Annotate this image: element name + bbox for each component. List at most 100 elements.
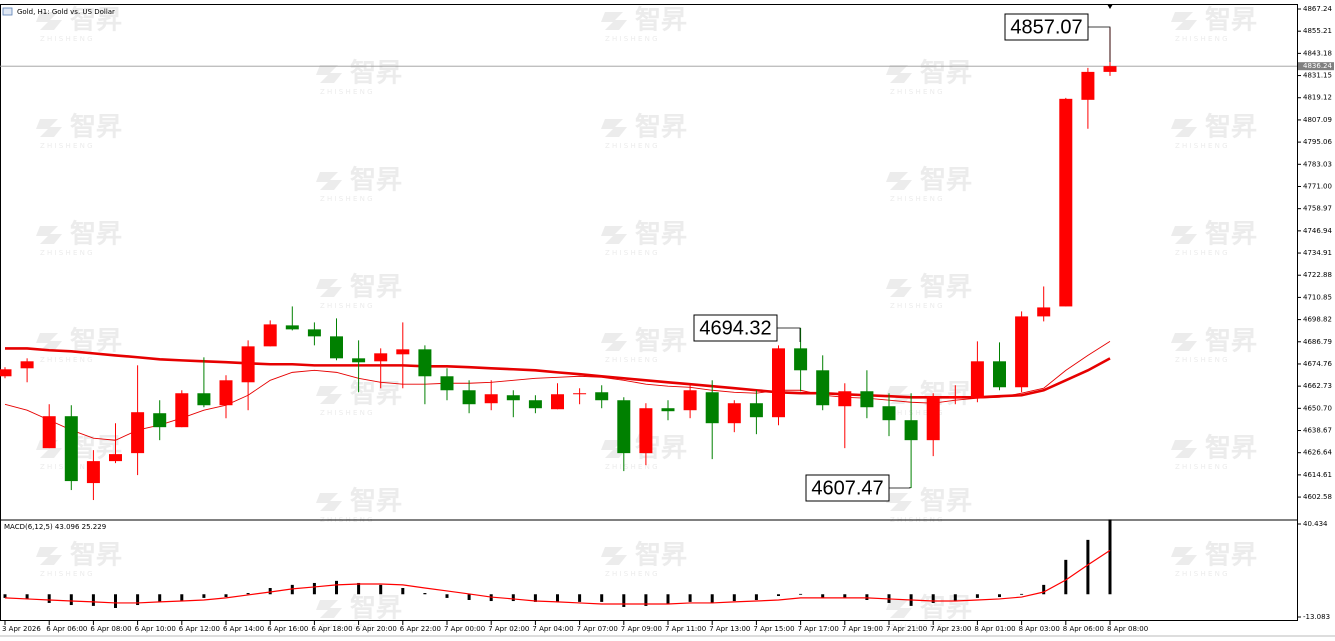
candle-body [418,349,432,377]
y-tick-label: 4674.76 [1303,360,1332,368]
x-tick-label: 8 Apr 08:00 [1107,625,1148,633]
watermark-logo: 智昇 [635,6,687,36]
x-tick-label: 3 Apr 2026 [2,625,41,633]
watermark-icon [1171,226,1197,244]
candle-body [727,403,741,424]
chart-title: Gold, H1: Gold vs. US Dollar [17,8,115,16]
histogram-bar [290,584,294,595]
watermark-icon [1171,547,1197,565]
candle-body [595,392,609,401]
histogram-bar [489,594,493,602]
candle-body [573,393,587,395]
histogram-bar [1064,559,1068,595]
histogram-bar [1042,584,1046,595]
annotation-box [1004,13,1089,41]
annotation-label: 4607.47 [811,477,883,499]
watermark-logo: 智昇 [920,594,972,624]
histogram-bar [998,594,1001,598]
candle-body [153,413,167,428]
histogram-bar [25,594,29,599]
candle-body [816,370,830,406]
y-tick-label: 40.434 [1303,520,1328,528]
candle-body [42,416,56,449]
x-tick-label: 8 Apr 06:00 [1063,625,1104,633]
histogram-bar [69,594,73,606]
watermark-icon [601,226,627,244]
candle-body [661,408,675,412]
watermark-icon [886,386,912,404]
candle-body [197,393,211,406]
candle-body [904,420,918,441]
watermark-icon [886,600,912,618]
y-tick-label: 4831.15 [1303,72,1332,80]
x-tick-label: 7 Apr 00:00 [444,625,485,633]
x-tick-label: 7 Apr 21:00 [886,625,927,633]
histogram-bar [47,594,51,603]
candle-body [639,408,653,454]
moving-average [4,341,1111,441]
histogram-bar [445,594,449,598]
histogram-bar [710,594,714,603]
histogram-bar [180,594,184,602]
watermark-tagline: Z H I S H E N G [890,409,943,417]
annotation-leader [777,327,801,342]
histogram-bar [799,593,803,595]
watermark-logo: 智昇 [920,166,972,196]
current-price-box [1298,62,1334,71]
watermark-tagline: Z H I S H E N G [605,570,658,578]
watermark-tagline: Z H I S H E N G [40,570,93,578]
watermark-logo: 智昇 [70,220,122,250]
histogram-bar [666,594,670,604]
watermark-tagline: Z H I S H E N G [320,302,373,310]
y-tick-label: 4771.00 [1303,182,1332,190]
histogram-bar [754,594,758,600]
x-tick-label: 6 Apr 08:00 [90,625,131,633]
watermark-icon [886,493,912,511]
x-tick-label: 8 Apr 03:00 [1019,625,1060,633]
annotation-leader [1088,26,1111,62]
candle-body [1081,71,1095,100]
watermark-logo: 智昇 [635,220,687,250]
y-tick-label: 4686.79 [1303,338,1332,346]
histogram-bar [688,594,692,602]
y-tick-label: 4734.91 [1303,249,1332,257]
watermark-tagline: Z H I S H E N G [320,195,373,203]
watermark-icon [36,440,62,458]
y-tick-label: 4758.97 [1303,205,1332,213]
y-tick-label: 4638.67 [1303,427,1332,435]
histogram-bar [600,594,604,602]
watermark-icon [601,12,627,30]
watermark-icon [36,333,62,351]
histogram-bar [777,594,780,596]
watermark-tagline: Z H I S H E N G [890,623,943,631]
y-tick-label: 4819.12 [1303,94,1332,102]
histogram-bar [224,594,228,598]
candle-body [109,454,122,462]
x-tick-label: 8 Apr 01:00 [974,625,1015,633]
y-tick-label: 4650.70 [1303,404,1332,412]
indicator-title: MACD(6,12,5) 43.096 25.229 [4,523,106,531]
watermark-tagline: Z H I S H E N G [1175,249,1228,257]
annotation-label: 4694.32 [699,317,771,339]
candle-body [970,361,984,399]
x-tick-label: 7 Apr 11:00 [665,625,706,633]
watermark-tagline: Z H I S H E N G [1175,356,1228,364]
watermark-logo: 智昇 [70,113,122,143]
histogram-bar [644,594,648,606]
histogram-bar [268,588,272,595]
histogram-bar [975,594,979,598]
histogram-bar [821,594,825,598]
candle-body [683,390,697,411]
histogram-bar [401,588,405,595]
watermark-tagline: Z H I S H E N G [1175,35,1228,43]
candle-body [993,361,1006,388]
watermark-icon [886,279,912,297]
candle-body [175,393,189,428]
candle-body [241,346,255,383]
candle-body [396,349,410,355]
y-tick-label: 4807.09 [1303,116,1332,124]
histogram-bar [312,582,316,595]
watermark-icon [1171,12,1197,30]
x-tick-label: 6 Apr 16:00 [267,625,308,633]
